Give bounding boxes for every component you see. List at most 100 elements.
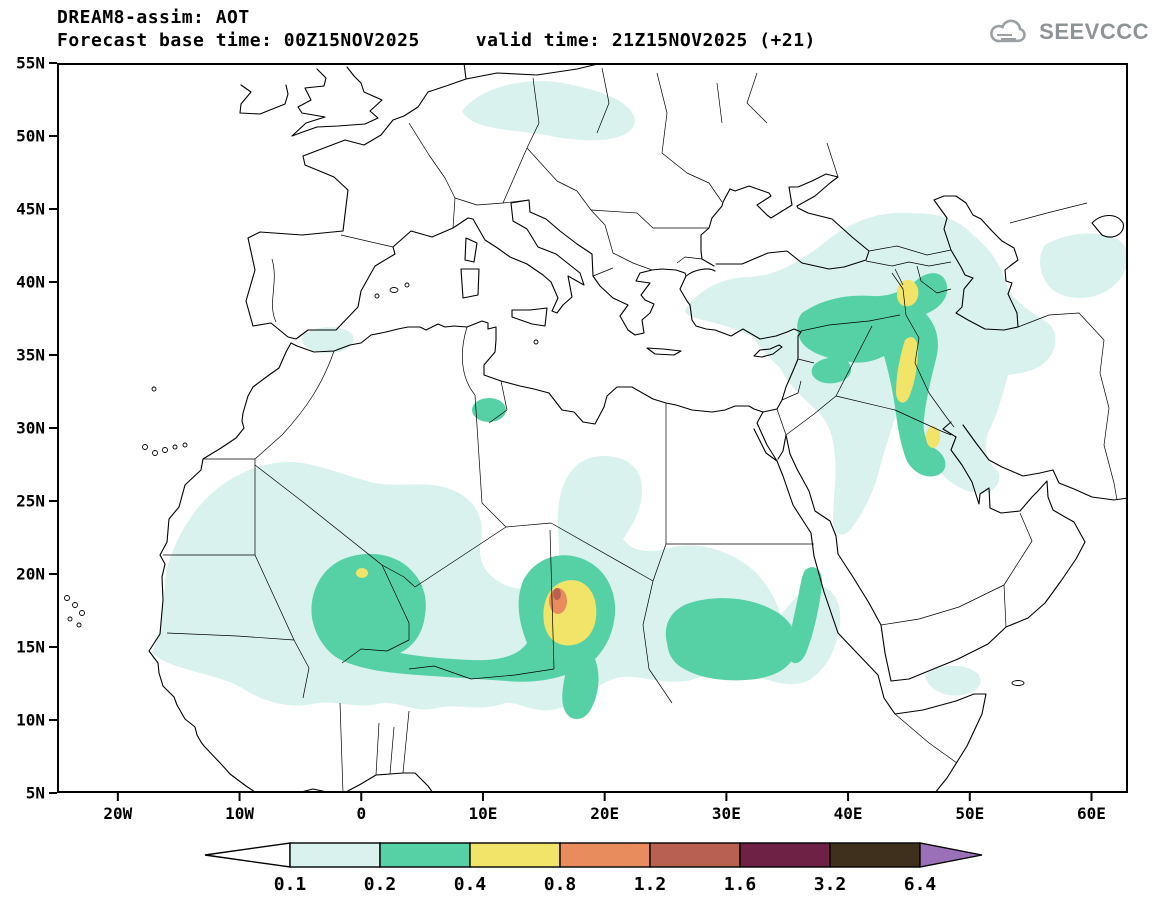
border-line — [1004, 585, 1006, 627]
border-line — [1010, 203, 1087, 223]
lon-tick-label: 10W — [225, 804, 254, 823]
lat-tick-label: 50N — [16, 127, 45, 146]
logo-text: SEEVCCC — [1039, 19, 1149, 45]
border-line — [591, 210, 709, 228]
lat-tick-label: 35N — [16, 346, 45, 365]
coastline-iberia-france — [246, 63, 466, 339]
lat-tick-label: 55N — [16, 54, 45, 73]
lon-tick-label: 40E — [834, 804, 863, 823]
border-line — [1004, 513, 1032, 585]
colorbar-segment — [290, 843, 380, 867]
lat-tick-label: 20N — [16, 565, 45, 584]
balearic-island — [375, 294, 379, 298]
socotra-island — [1012, 681, 1024, 686]
colorbar-segment — [650, 843, 740, 867]
page-title: DREAM8-assim: AOT — [57, 6, 816, 29]
lon-tick-label: 0 — [356, 804, 366, 823]
lat-tick-label: 45N — [16, 200, 45, 219]
border-line — [506, 523, 551, 527]
colorbar-label: 1.2 — [634, 874, 667, 895]
seevccc-logo: SEEVCCC — [987, 16, 1149, 48]
colorbar: 0.10.20.40.81.21.63.26.4 — [205, 843, 982, 895]
border-line — [677, 257, 702, 263]
lon-tick-label: 50E — [955, 804, 984, 823]
colorbar-segment — [830, 843, 920, 867]
border-line — [613, 253, 652, 270]
canary-island — [173, 445, 177, 449]
coastline-sinai — [757, 412, 786, 461]
colorbar-label: 1.6 — [724, 874, 757, 895]
coastline-corsica — [465, 238, 477, 262]
coastline-aral — [1092, 216, 1123, 238]
colorbar-label: 3.2 — [814, 874, 847, 895]
canary-island — [163, 448, 168, 453]
colorbar-segment — [740, 843, 830, 867]
coastline-baltic — [466, 63, 602, 79]
border-line — [593, 268, 613, 276]
subtitle: Forecast base time: 00Z15NOV2025valid ti… — [57, 29, 816, 52]
border-line — [577, 191, 613, 253]
lon-tick-label: 10E — [469, 804, 498, 823]
coastline-ireland — [240, 85, 288, 114]
lat-tick-label: 5N — [26, 784, 45, 803]
lat-tick-label: 15N — [16, 638, 45, 657]
border-line — [881, 585, 1004, 625]
aot-forecast-page: DREAM8-assim: AOT Forecast base time: 00… — [0, 0, 1165, 905]
madeira-island — [152, 387, 156, 391]
coastline-sicily — [512, 308, 547, 326]
coastline-sardinia — [461, 269, 479, 298]
contour-region-turkmenistan — [1040, 234, 1128, 298]
canary-island — [183, 443, 187, 447]
colorbar-arrow-right — [920, 843, 982, 867]
cape-verde-island — [80, 611, 85, 616]
balearic-island — [405, 283, 409, 287]
forecast-base-time: Forecast base time: 00Z15NOV2025 — [57, 30, 420, 51]
canary-island — [143, 445, 148, 450]
header: DREAM8-assim: AOT Forecast base time: 00… — [57, 6, 816, 52]
lon-tick-label: 20E — [590, 804, 619, 823]
lat-tick-label: 25N — [16, 492, 45, 511]
border-line — [455, 198, 529, 205]
lon-tick-label: 60E — [1077, 804, 1106, 823]
malta-island — [534, 340, 538, 344]
border-line — [657, 73, 722, 202]
cape-verde-island — [68, 617, 72, 621]
border-line — [409, 123, 455, 228]
border-line — [527, 148, 577, 191]
colorbar-segment — [470, 843, 560, 867]
balearic-island — [390, 288, 398, 293]
border-line — [341, 235, 393, 247]
border-line — [717, 83, 722, 123]
cape-verde-island — [65, 596, 70, 601]
coastline-crete — [647, 348, 681, 355]
cloud-icon — [987, 16, 1033, 48]
contour-region-central-europe — [462, 81, 635, 140]
lon-tick-label: 20W — [103, 804, 132, 823]
contour-region-chad-brick — [553, 588, 561, 600]
contour-fills — [152, 81, 1128, 719]
border-line — [777, 409, 786, 435]
contour-region-chad-yellow — [543, 580, 596, 645]
border-line — [827, 143, 838, 177]
colorbar-segment — [560, 843, 650, 867]
lon-tick-label: 30E — [712, 804, 741, 823]
contour-region-horn — [925, 666, 981, 696]
border-line — [747, 73, 767, 123]
colorbar-segment — [380, 843, 470, 867]
coastline-britain — [292, 67, 382, 136]
contour-region-middle-east-arc — [685, 213, 1056, 535]
border-line — [1100, 340, 1117, 500]
colorbar-label: 0.8 — [544, 874, 577, 895]
colorbar-arrow-left — [205, 843, 290, 867]
canary-island — [153, 451, 158, 456]
border-line — [462, 327, 475, 395]
border-line — [255, 351, 334, 459]
coastline-horn — [884, 694, 986, 793]
contour-region-armenia-yellow — [897, 280, 918, 307]
colorbar-label: 0.1 — [274, 874, 307, 895]
lat-tick-label: 10N — [16, 711, 45, 730]
contour-region-tunisia-green — [472, 398, 506, 422]
cape-verde-island — [77, 623, 81, 627]
contour-region-alboran — [302, 327, 354, 353]
contour-region-mali-yellow — [356, 568, 368, 578]
